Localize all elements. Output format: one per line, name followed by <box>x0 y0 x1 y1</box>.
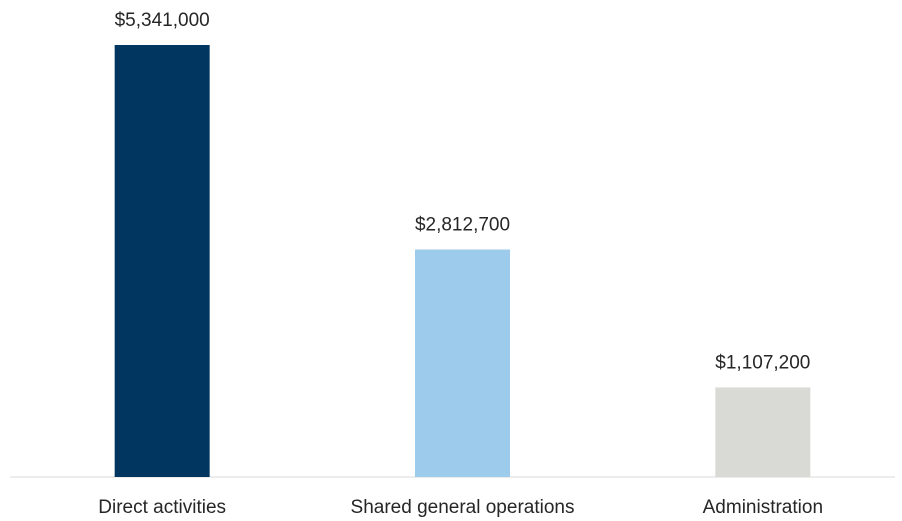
x-tick-label: Direct activities <box>98 497 226 518</box>
bar <box>415 249 510 477</box>
value-label: $5,341,000 <box>115 10 210 31</box>
bar <box>715 387 811 477</box>
x-tick-label: Administration <box>703 497 823 518</box>
value-label: $1,107,200 <box>715 352 810 373</box>
value-label: $2,812,700 <box>415 215 510 236</box>
bar <box>114 45 210 477</box>
x-tick-label: Shared general operations <box>351 497 575 518</box>
